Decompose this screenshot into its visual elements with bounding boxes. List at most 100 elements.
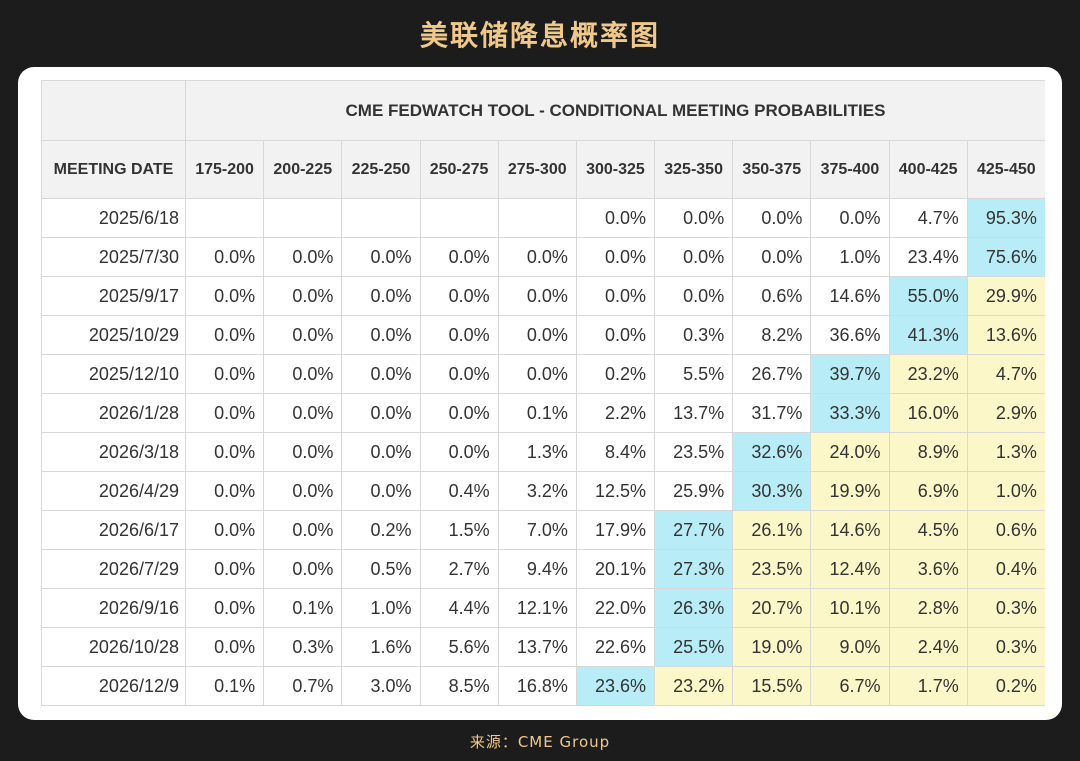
- probability-cell: 0.2%: [966, 666, 1045, 706]
- probability-cell: 0.1%: [497, 393, 577, 433]
- probability-cell: 15.5%: [732, 666, 812, 706]
- probability-cell: 1.0%: [810, 237, 890, 277]
- probability-cell: [341, 198, 421, 238]
- probability-cell: 4.5%: [888, 510, 968, 550]
- probability-cell: 3.6%: [888, 549, 968, 589]
- probability-cell: 0.0%: [263, 549, 343, 589]
- probability-cell: 0.0%: [341, 237, 421, 277]
- probability-cell: 0.6%: [732, 276, 812, 316]
- probability-cell: 3.2%: [497, 471, 577, 511]
- probability-cell: 23.2%: [888, 354, 968, 394]
- meeting-date-cell: 2025/6/18: [41, 198, 186, 238]
- probability-cell: 14.6%: [810, 510, 890, 550]
- probability-cell: 8.9%: [888, 432, 968, 472]
- probability-cell: 30.3%: [732, 471, 812, 511]
- probability-cell: 0.0%: [263, 393, 343, 433]
- probability-cell: 13.7%: [497, 627, 577, 667]
- probability-cell: 0.0%: [575, 237, 656, 277]
- meeting-date-cell: 2026/3/18: [41, 432, 186, 472]
- column-header-275-300: 275-300: [497, 140, 577, 199]
- meeting-date-cell: 2025/10/29: [41, 315, 186, 355]
- probability-cell: 75.6%: [966, 237, 1045, 277]
- probability-cell: 0.1%: [184, 666, 265, 706]
- probability-cell: 0.0%: [263, 354, 343, 394]
- corner-cell: [41, 80, 186, 141]
- probability-cell: 0.0%: [263, 276, 343, 316]
- probability-cell: 55.0%: [888, 276, 968, 316]
- probability-cell: 2.4%: [888, 627, 968, 667]
- probability-cell: 1.0%: [966, 471, 1045, 511]
- table-card: CME FEDWATCH TOOL - CONDITIONAL MEETING …: [18, 67, 1062, 720]
- probability-cell: 0.0%: [732, 198, 812, 238]
- probability-cell: 2.7%: [419, 549, 499, 589]
- probability-cell: 0.0%: [732, 237, 812, 277]
- column-header-175-200: 175-200: [184, 140, 265, 199]
- probability-cell: 0.0%: [184, 432, 265, 472]
- table-row: 2025/6/18 0.0% 0.0% 0.0% 0.0% 4.7% 95.3%: [41, 198, 1045, 238]
- probability-cell: 6.9%: [888, 471, 968, 511]
- probability-cell: 32.6%: [732, 432, 812, 472]
- probability-cell: 36.6%: [810, 315, 890, 355]
- column-header-350-375: 350-375: [732, 140, 812, 199]
- probability-cell: 24.0%: [810, 432, 890, 472]
- probability-cell: [263, 198, 343, 238]
- probability-cell: 0.0%: [184, 510, 265, 550]
- probability-cell: 0.0%: [575, 276, 656, 316]
- probability-cell: 0.0%: [341, 432, 421, 472]
- probability-cell: [497, 198, 577, 238]
- probability-cell: 0.0%: [263, 237, 343, 277]
- probability-cell: 13.7%: [654, 393, 734, 433]
- probability-cell: 6.7%: [810, 666, 890, 706]
- probability-cell: 0.0%: [263, 510, 343, 550]
- probability-cell: 26.1%: [732, 510, 812, 550]
- meeting-date-cell: 2026/1/28: [41, 393, 186, 433]
- table-title: CME FEDWATCH TOOL - CONDITIONAL MEETING …: [185, 80, 1045, 141]
- probability-cell: 8.2%: [732, 315, 812, 355]
- table-wrap: CME FEDWATCH TOOL - CONDITIONAL MEETING …: [41, 80, 1045, 720]
- meeting-date-cell: 2025/7/30: [41, 237, 186, 277]
- meeting-date-cell: 2026/12/9: [41, 666, 186, 706]
- probability-cell: 4.7%: [888, 198, 968, 238]
- probability-cell: 29.9%: [966, 276, 1045, 316]
- probability-cell: 25.5%: [654, 627, 734, 667]
- column-header-425-450: 425-450: [966, 140, 1045, 199]
- table-row: 2026/7/29 0.0% 0.0% 0.5% 2.7% 9.4% 20.1% 27.3% 2…: [41, 549, 1045, 589]
- column-header-400-425: 400-425: [888, 140, 968, 199]
- page-title: 美联储降息概率图: [419, 19, 660, 52]
- probability-cell: 1.5%: [419, 510, 499, 550]
- probability-cell: 0.0%: [575, 198, 656, 238]
- probability-cell: 4.7%: [966, 354, 1045, 394]
- probability-cell: 0.2%: [575, 354, 656, 394]
- probability-cell: 0.0%: [419, 315, 499, 355]
- probability-cell: 0.7%: [263, 666, 343, 706]
- probability-cell: 0.1%: [263, 588, 343, 628]
- meeting-date-cell: 2025/12/10: [41, 354, 186, 394]
- probability-cell: 1.3%: [966, 432, 1045, 472]
- column-header-300-325: 300-325: [575, 140, 656, 199]
- probability-table: CME FEDWATCH TOOL - CONDITIONAL MEETING …: [41, 80, 1045, 706]
- probability-cell: 0.0%: [341, 471, 421, 511]
- probability-cell: 23.6%: [575, 666, 656, 706]
- probability-cell: 20.7%: [732, 588, 812, 628]
- probability-cell: 39.7%: [810, 354, 890, 394]
- probability-cell: 0.0%: [184, 237, 265, 277]
- probability-cell: 17.9%: [575, 510, 656, 550]
- probability-cell: 12.4%: [810, 549, 890, 589]
- probability-cell: 0.0%: [184, 276, 265, 316]
- probability-cell: 95.3%: [966, 198, 1045, 238]
- table-row: 2025/10/29 0.0% 0.0% 0.0% 0.0% 0.0% 0.0% 0.3% 8.…: [41, 315, 1045, 355]
- probability-cell: 31.7%: [732, 393, 812, 433]
- table-row: 2026/4/29 0.0% 0.0% 0.0% 0.4% 3.2% 12.5% 25.9% 3…: [41, 471, 1045, 511]
- probability-cell: 0.0%: [497, 276, 577, 316]
- probability-cell: 0.0%: [419, 354, 499, 394]
- probability-cell: 26.3%: [654, 588, 734, 628]
- probability-cell: 33.3%: [810, 393, 890, 433]
- probability-cell: 19.0%: [732, 627, 812, 667]
- table-body: 2025/6/18 0.0% 0.0% 0.0% 0.0% 4.7% 95.3% 2025/7…: [41, 198, 1045, 706]
- probability-cell: 0.0%: [341, 315, 421, 355]
- probability-cell: 27.7%: [654, 510, 734, 550]
- probability-cell: 3.0%: [341, 666, 421, 706]
- probability-cell: 0.0%: [184, 315, 265, 355]
- column-header-375-400: 375-400: [810, 140, 890, 199]
